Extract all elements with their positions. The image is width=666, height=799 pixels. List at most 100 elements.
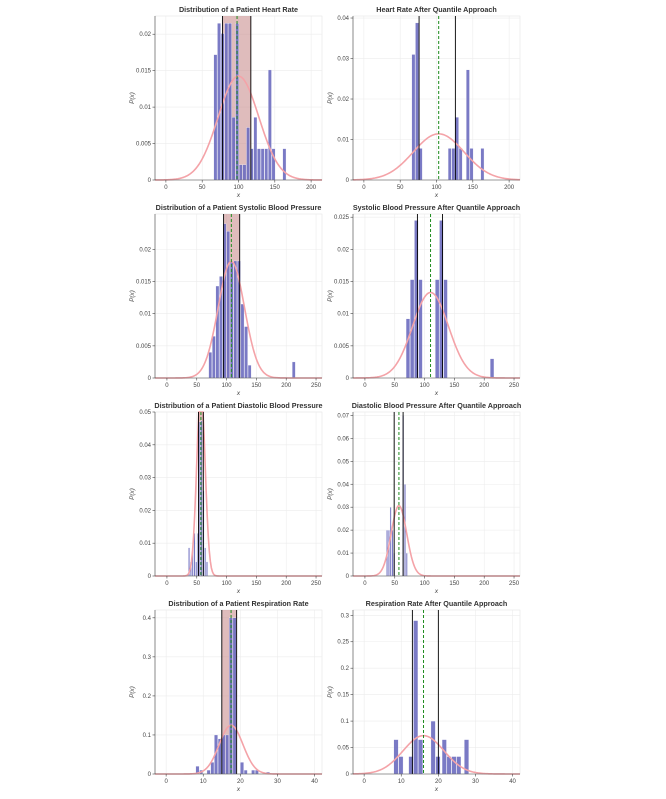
histogram-bar (242, 164, 247, 181)
y-axis-label: P(x) (327, 686, 334, 698)
histogram-bar (232, 617, 237, 775)
histogram-bar (257, 148, 261, 181)
x-tick-label: 250 (509, 383, 520, 389)
plot-area (352, 411, 521, 577)
histogram-bar (458, 148, 463, 181)
x-axis-label: x (434, 588, 439, 595)
chart-panel: 0 50 100 150 200 0 0.01 0.02 0.03 0.04 Heart Rate … (326, 4, 526, 200)
histogram-bar (208, 352, 213, 379)
normal-curve (352, 133, 521, 181)
y-tick-label: 0.02 (337, 97, 349, 103)
y-tick-label: 0.03 (337, 57, 349, 63)
histogram-bar (292, 361, 296, 379)
histogram-bar (388, 529, 390, 577)
chart-panel: 0 50 100 150 200 250 0 0.01 0.02 0.03 0.04 0.05 0.06… (326, 400, 526, 596)
x-tick-label: 200 (479, 581, 490, 587)
x-tick-label: 200 (281, 383, 292, 389)
y-tick-label: 0.05 (139, 410, 151, 416)
chart-title: Diastolic Blood Pressure After Quantile … (352, 401, 522, 410)
y-tick-label: 0.4 (143, 616, 152, 622)
histogram-bar (451, 148, 456, 181)
y-tick-label: 0.015 (136, 280, 152, 286)
y-tick-label: 0 (346, 574, 350, 580)
x-tick-label: 250 (509, 581, 520, 587)
histogram-bar (213, 54, 218, 181)
y-tick-label: 0.005 (136, 142, 152, 148)
y-axis-label: P(x) (129, 686, 136, 698)
x-tick-label: 200 (306, 185, 317, 191)
histogram-bar (206, 561, 208, 577)
y-tick-label: 0.03 (337, 505, 349, 511)
x-tick-label: 150 (449, 581, 460, 587)
y-axis-label: P(x) (327, 290, 334, 302)
x-tick-label: 150 (468, 185, 479, 191)
histogram-bar (195, 561, 198, 577)
x-tick-label: 50 (391, 581, 398, 587)
chart-svg: 0 50 100 150 200 250 0 0.01 0.02 0.03 0.04 0.05 0.06… (327, 401, 522, 595)
x-tick-label: 10 (200, 779, 207, 785)
y-tick-label: 0 (346, 772, 350, 778)
x-axis-label: x (236, 390, 241, 397)
x-tick-label: 150 (449, 383, 460, 389)
histogram-bar (206, 769, 211, 775)
x-tick-label: 250 (311, 383, 322, 389)
chart-title: Distribution of a Patient Diastolic Bloo… (154, 401, 322, 410)
y-tick-label: 0.03 (139, 476, 151, 482)
y-axis-label: P(x) (327, 92, 334, 104)
chart-title: Heart Rate After Quantile Approach (376, 5, 496, 14)
y-tick-label: 0.3 (341, 613, 350, 619)
histogram-bar (490, 358, 495, 379)
histogram-bar (405, 318, 411, 379)
chart-title: Distribution of a Patient Systolic Blood… (156, 203, 322, 212)
x-tick-label: 10 (398, 779, 405, 785)
x-tick-label: 150 (251, 581, 262, 587)
x-tick-label: 50 (199, 185, 206, 191)
histogram-bar (246, 127, 250, 181)
histogram-bar (268, 69, 272, 181)
plot-area (154, 411, 323, 577)
histogram-bar (228, 23, 232, 181)
histogram-bar (221, 734, 226, 775)
y-axis-label: P(x) (327, 488, 334, 500)
x-tick-label: 0 (362, 185, 366, 191)
histogram-bar (466, 69, 470, 181)
x-axis-label: x (236, 588, 241, 595)
y-tick-label: 0 (148, 178, 152, 184)
y-axis-label: P(x) (129, 92, 136, 104)
histogram-bar (251, 769, 255, 775)
chart-title: Distribution of a Patient Respiration Ra… (168, 599, 308, 608)
chart-svg: 0 10 20 30 40 0 0.1 0.2 0.3 0.4 Distribution of a … (129, 599, 323, 793)
y-tick-label: 0.04 (337, 482, 349, 488)
y-tick-label: 0.02 (139, 32, 151, 38)
y-tick-label: 0.02 (139, 508, 151, 514)
x-tick-label: 50 (193, 581, 200, 587)
x-tick-label: 0 (363, 383, 367, 389)
chart-svg: 0 50 100 150 200 0 0.01 0.02 0.03 0.04 Heart Rate … (327, 5, 521, 199)
histogram-bar (418, 739, 423, 775)
x-tick-label: 100 (420, 581, 431, 587)
plot-area (154, 609, 323, 775)
histogram-bar (391, 529, 394, 577)
chart-svg: 0 10 20 30 40 0 0.05 0.1 0.15 0.2 0.25 0.3 Respirati… (327, 599, 521, 793)
y-tick-label: 0.05 (337, 459, 349, 465)
x-tick-label: 0 (165, 581, 169, 587)
chart-svg: 0 50 100 150 200 250 0 0.01 0.02 0.03 0.04 0.05Dist… (129, 401, 323, 595)
y-tick-label: 0 (148, 772, 152, 778)
histogram-bar (225, 734, 229, 775)
chart-panel: 0 50 100 150 200 250 0 0.005 0.01 0.015 0.02 0.025 S… (326, 202, 526, 398)
histogram-bar (233, 260, 238, 379)
y-tick-label: 0 (148, 574, 152, 580)
y-tick-label: 0 (346, 178, 350, 184)
x-tick-label: 100 (222, 383, 233, 389)
y-tick-label: 0.3 (143, 655, 152, 661)
y-tick-label: 0.01 (337, 312, 349, 318)
chart-panel: 0 50 100 150 200 250 0 0.005 0.01 0.015 0.02 Distri… (128, 202, 328, 398)
y-tick-label: 0.005 (334, 344, 350, 350)
histogram-bar (239, 164, 243, 181)
x-axis-label: x (434, 786, 439, 793)
y-tick-label: 0.25 (337, 640, 349, 646)
histogram-bar (469, 148, 474, 181)
histogram-bar (282, 148, 287, 181)
chart-svg: 0 50 100 150 200 0 0.005 0.01 0.015 0.02 Distribut… (129, 5, 323, 199)
histogram-bar (215, 285, 220, 379)
